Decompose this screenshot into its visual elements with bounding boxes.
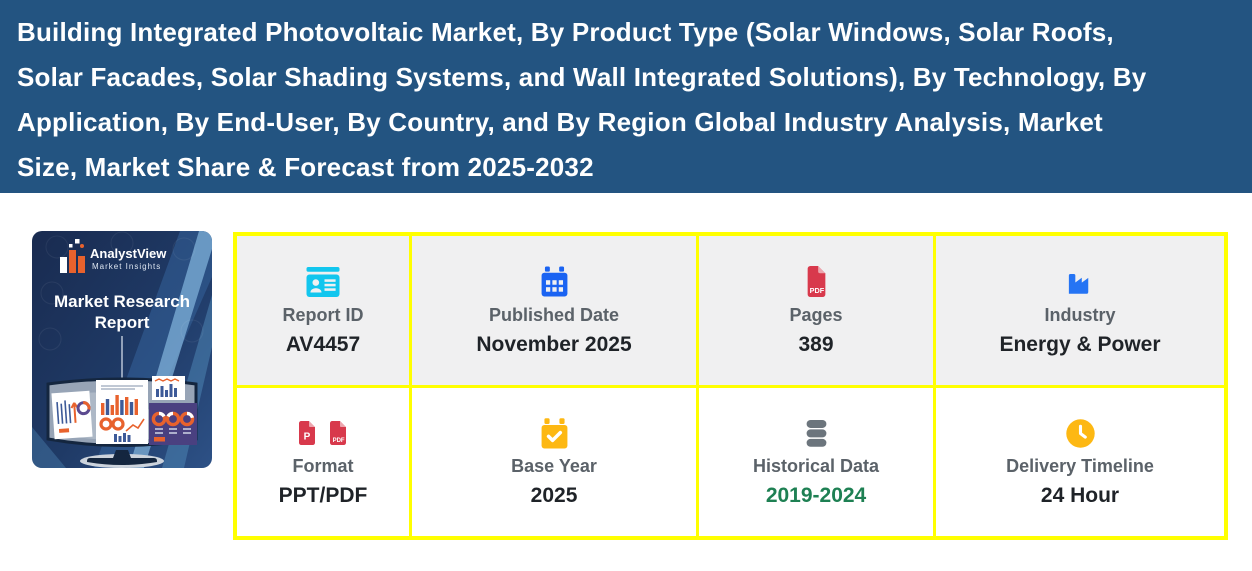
info-value: AV4457 [285, 332, 361, 356]
calendar-icon [539, 265, 570, 299]
info-cell-historical-data: Historical Data 2019-2024 [699, 387, 933, 536]
info-cell-industry: Industry Energy & Power [936, 236, 1224, 385]
pdf-file-icon: PDF [803, 265, 830, 299]
report-title-banner: Building Integrated Photovoltaic Market,… [0, 0, 1252, 193]
page-title-line: Size, Market Share & Forecast from 2025-… [17, 152, 594, 182]
cover-title-line2: Report [95, 313, 150, 332]
analystview-logo: AnalystView Market Insights [60, 239, 167, 273]
ppt-pdf-file-icons: P PDF [297, 416, 349, 450]
info-label: Report ID [282, 304, 364, 325]
monitor-illustration [46, 376, 198, 468]
info-value: 389 [798, 332, 834, 356]
info-cell-format: P PDF Format PPT/PDF [237, 387, 409, 536]
info-value: November 2025 [476, 332, 632, 356]
svg-text:PDF: PDF [809, 286, 824, 295]
info-value: 2019-2024 [765, 484, 867, 508]
id-card-icon [305, 265, 341, 299]
page-title-line: Application, By End-User, By Country, an… [17, 107, 1103, 137]
report-info-grid: Report ID AV4457 Published Date November… [233, 232, 1228, 540]
info-label: Industry [1044, 304, 1116, 325]
brand-tagline: Market Insights [92, 262, 161, 271]
page-title: Building Integrated Photovoltaic Market,… [17, 10, 1234, 190]
info-label: Format [292, 456, 354, 477]
info-label: Historical Data [753, 456, 880, 477]
brand-name: AnalystView [90, 246, 167, 261]
report-cover-thumbnail: AnalystView Market Insights Market Resea… [32, 231, 212, 468]
database-icon [802, 416, 831, 450]
watermark-icons [38, 231, 204, 351]
info-cell-published-date: Published Date November 2025 [412, 236, 697, 385]
info-label: Published Date [489, 304, 620, 325]
info-value: 2025 [530, 484, 578, 508]
pdf-file-icon: PDF [330, 421, 346, 446]
info-label: Base Year [511, 456, 597, 477]
info-value: 24 Hour [1040, 484, 1120, 508]
svg-text:P: P [304, 432, 311, 443]
svg-text:PDF: PDF [333, 438, 345, 444]
calendar-check-icon [539, 416, 570, 450]
page-title-line: Building Integrated Photovoltaic Market,… [17, 17, 1114, 47]
info-cell-report-id: Report ID AV4457 [237, 236, 409, 385]
clock-icon [1065, 416, 1096, 450]
ppt-file-icon: P [299, 421, 315, 446]
cover-title-line1: Market Research [54, 292, 190, 311]
info-value: PPT/PDF [278, 484, 368, 508]
info-cell-pages: PDF Pages 389 [699, 236, 933, 385]
page-title-line: Solar Facades, Solar Shading Systems, an… [17, 62, 1147, 92]
info-label: Pages [789, 304, 843, 325]
info-cell-base-year: Base Year 2025 [412, 387, 697, 536]
info-label: Delivery Timeline [1006, 456, 1154, 477]
info-cell-delivery-timeline: Delivery Timeline 24 Hour [936, 387, 1224, 536]
factory-icon [1065, 265, 1096, 299]
info-value: Energy & Power [999, 332, 1161, 356]
